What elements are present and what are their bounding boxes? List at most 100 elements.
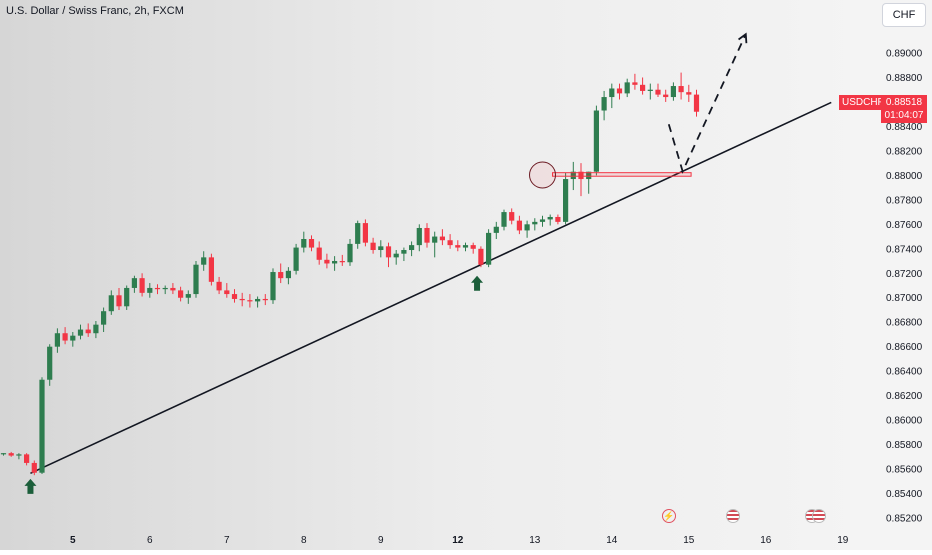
candle-body bbox=[285, 270, 291, 279]
candle-body bbox=[39, 379, 45, 473]
candle bbox=[624, 78, 630, 98]
candle-body bbox=[570, 171, 576, 180]
candle-body bbox=[93, 324, 99, 334]
time-tick-label: 9 bbox=[378, 535, 384, 546]
candle-body bbox=[539, 219, 546, 222]
price-tick-label: 0.88200 bbox=[886, 146, 923, 157]
candle-body bbox=[624, 82, 630, 94]
candle bbox=[116, 287, 122, 310]
candle-body bbox=[393, 253, 399, 258]
candle bbox=[347, 239, 353, 266]
candle bbox=[16, 453, 22, 460]
candle bbox=[270, 268, 276, 304]
time-tick-label: 8 bbox=[301, 535, 307, 546]
candle-body bbox=[54, 333, 60, 347]
symbol-label: USDCHF bbox=[839, 95, 887, 110]
candle bbox=[31, 460, 37, 476]
candle-body bbox=[601, 97, 607, 111]
price-tick-label: 0.88800 bbox=[886, 73, 923, 84]
candle-body bbox=[255, 298, 261, 302]
time-tick-label: 5 bbox=[70, 535, 76, 546]
candle-body bbox=[193, 264, 199, 295]
candle bbox=[462, 242, 469, 252]
candle-body bbox=[593, 110, 599, 172]
candle-body bbox=[355, 223, 361, 244]
price-tick-label: 0.85600 bbox=[886, 465, 923, 476]
candle-body bbox=[185, 294, 191, 298]
us-flag-icon[interactable] bbox=[726, 509, 740, 523]
candle bbox=[686, 84, 692, 102]
candle-body bbox=[532, 221, 538, 225]
candle-body bbox=[77, 329, 84, 336]
candle bbox=[578, 163, 584, 197]
candle bbox=[616, 83, 623, 100]
time-tick-label: 15 bbox=[683, 535, 695, 546]
candle-body bbox=[555, 216, 561, 222]
currency-button[interactable]: CHF bbox=[882, 3, 926, 27]
candle bbox=[70, 332, 76, 347]
candle-body bbox=[670, 86, 676, 98]
candle bbox=[486, 229, 492, 268]
us-flag-icon[interactable] bbox=[812, 509, 826, 523]
candle bbox=[362, 219, 368, 247]
candle bbox=[0, 453, 7, 456]
highlight-circle bbox=[529, 161, 557, 189]
projection-arrowhead bbox=[738, 32, 748, 44]
candle-body bbox=[609, 88, 615, 98]
price-tick-label: 0.87000 bbox=[886, 293, 923, 304]
candle-body bbox=[154, 287, 161, 290]
candle-body bbox=[170, 287, 176, 291]
candle bbox=[393, 250, 399, 265]
candle bbox=[93, 320, 99, 339]
candle bbox=[262, 294, 268, 306]
candle bbox=[432, 231, 438, 258]
time-axis: 5 6 7 8 9 12 13 14 15 16 19 bbox=[70, 535, 849, 546]
candle bbox=[547, 214, 553, 226]
candle-body bbox=[108, 295, 114, 312]
candle bbox=[409, 241, 415, 257]
candle bbox=[424, 223, 430, 248]
candle-body bbox=[378, 246, 384, 251]
price-tick-label: 0.86400 bbox=[886, 367, 923, 378]
candle bbox=[378, 240, 384, 258]
candle-body bbox=[324, 259, 330, 264]
price-tick-label: 0.87400 bbox=[886, 244, 923, 255]
candle-body bbox=[208, 257, 214, 282]
candle bbox=[231, 289, 238, 303]
price-tick-label: 0.88000 bbox=[886, 171, 923, 182]
candle bbox=[563, 172, 569, 225]
annotations-layer bbox=[24, 32, 748, 494]
candle-body bbox=[362, 223, 368, 243]
candle-body bbox=[147, 287, 153, 293]
candle bbox=[178, 286, 184, 302]
price-tick-label: 0.87800 bbox=[886, 195, 923, 206]
candle-body bbox=[409, 245, 415, 251]
candle bbox=[101, 307, 107, 332]
candle-body bbox=[31, 462, 37, 473]
lightning-icon[interactable]: ⚡ bbox=[662, 509, 676, 523]
candle bbox=[593, 105, 599, 176]
candle-body bbox=[486, 232, 492, 265]
candle bbox=[193, 261, 199, 298]
candle bbox=[77, 324, 84, 340]
candle bbox=[678, 72, 684, 100]
candle-body bbox=[616, 88, 623, 94]
candle-body bbox=[686, 92, 692, 95]
price-tick-label: 0.87600 bbox=[886, 220, 923, 231]
time-tick-label: 14 bbox=[606, 535, 618, 546]
candle-body bbox=[16, 454, 22, 456]
candle bbox=[332, 256, 338, 271]
price-tick-label: 0.86000 bbox=[886, 416, 923, 427]
candle-body bbox=[647, 89, 653, 91]
candle bbox=[401, 247, 407, 262]
candle bbox=[8, 451, 14, 457]
candle bbox=[154, 284, 161, 295]
candle-body bbox=[524, 224, 530, 231]
candle bbox=[301, 231, 307, 253]
candle bbox=[147, 283, 153, 298]
candle bbox=[293, 243, 299, 275]
candle-body bbox=[239, 298, 245, 301]
candle-body bbox=[247, 300, 253, 302]
